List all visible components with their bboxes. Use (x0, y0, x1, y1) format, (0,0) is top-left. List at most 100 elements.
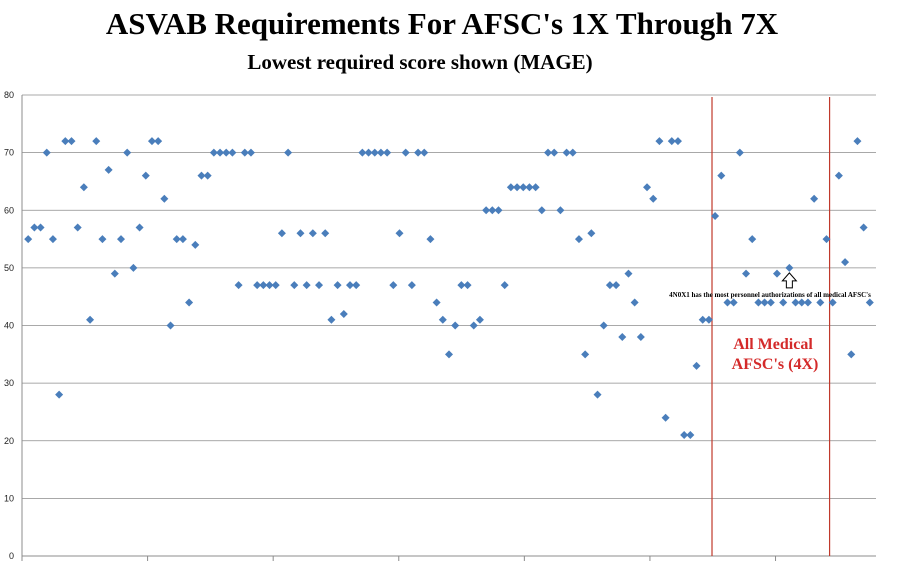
data-point (364, 148, 373, 157)
data-point (401, 148, 410, 157)
data-point (438, 315, 447, 324)
data-point (110, 269, 119, 278)
y-tick-label: 50 (4, 263, 14, 273)
data-point (451, 321, 460, 330)
data-point (67, 137, 76, 146)
data-points (24, 137, 874, 439)
data-point (86, 315, 95, 324)
data-point (605, 281, 614, 290)
data-point (556, 206, 565, 215)
data-point (587, 229, 596, 238)
data-point (445, 350, 453, 359)
y-tick-label: 60 (4, 205, 14, 215)
y-tick-label: 10 (4, 493, 14, 503)
data-point (618, 333, 627, 342)
data-point (240, 148, 249, 157)
data-point (544, 148, 553, 157)
medical-label-line2: AFSC's (4X) (732, 356, 819, 373)
data-point (197, 171, 206, 180)
data-point (847, 350, 856, 359)
data-point (246, 148, 255, 157)
data-point (209, 148, 218, 157)
data-point (339, 309, 348, 318)
data-point (383, 148, 392, 157)
data-point (717, 171, 726, 180)
data-point (141, 171, 150, 180)
data-point (742, 269, 751, 278)
data-point (735, 148, 744, 157)
data-point (457, 281, 466, 290)
data-point (203, 171, 212, 180)
data-point (277, 229, 286, 238)
data-point (593, 390, 602, 399)
data-point (432, 298, 441, 307)
data-point (686, 430, 695, 439)
data-point (327, 315, 336, 324)
data-point (352, 281, 361, 290)
data-point (123, 148, 132, 157)
data-point (55, 390, 64, 399)
data-point (228, 148, 237, 157)
y-tick-label: 80 (4, 90, 14, 100)
data-point (302, 281, 311, 290)
data-point (772, 269, 781, 278)
data-point (296, 229, 305, 238)
data-point (370, 148, 379, 157)
data-point (803, 298, 812, 307)
data-point (537, 206, 546, 215)
data-point (828, 298, 837, 307)
data-point (655, 137, 664, 146)
data-point (321, 229, 330, 238)
data-point (61, 137, 70, 146)
data-point (463, 281, 472, 290)
data-point (525, 183, 534, 192)
data-point (624, 269, 633, 278)
data-point (482, 206, 491, 215)
data-point (649, 194, 658, 203)
data-point (147, 137, 156, 146)
data-point (358, 148, 367, 157)
data-point (754, 298, 763, 307)
data-point (698, 315, 707, 324)
data-point (166, 321, 175, 330)
data-point (581, 350, 590, 359)
data-point (407, 281, 416, 290)
data-point (42, 148, 51, 157)
data-point (797, 298, 806, 307)
data-point (160, 194, 169, 203)
data-point (636, 333, 645, 342)
y-tick-label: 0 (9, 551, 14, 561)
data-point (172, 235, 181, 244)
data-point (92, 137, 101, 146)
data-point (667, 137, 676, 146)
data-point (841, 258, 850, 267)
data-point (550, 148, 559, 157)
data-point (723, 298, 732, 307)
data-point (345, 281, 354, 290)
data-point (704, 315, 713, 324)
data-point (117, 235, 126, 244)
arrow-up-icon (781, 272, 798, 289)
personnel-note: 4N0X1 has the most personnel authorizati… (669, 291, 871, 299)
data-point (822, 235, 831, 244)
data-point (284, 148, 293, 157)
annotations: All Medical AFSC's (4X) 4N0X1 has the mo… (669, 272, 871, 373)
data-point (79, 183, 88, 192)
data-point (599, 321, 608, 330)
chart-subtitle: Lowest required score shown (MAGE) (247, 50, 592, 74)
medical-label-line1: All Medical (733, 336, 813, 353)
data-point (531, 183, 540, 192)
data-point (519, 183, 528, 192)
data-point (253, 281, 262, 290)
data-point (766, 298, 775, 307)
data-point (568, 148, 577, 157)
gridlines (22, 94, 876, 499)
data-point (574, 235, 583, 244)
data-point (129, 263, 138, 272)
data-point (562, 148, 571, 157)
data-point (500, 281, 509, 290)
data-point (760, 298, 769, 307)
data-point (469, 321, 478, 330)
data-point (154, 137, 163, 146)
